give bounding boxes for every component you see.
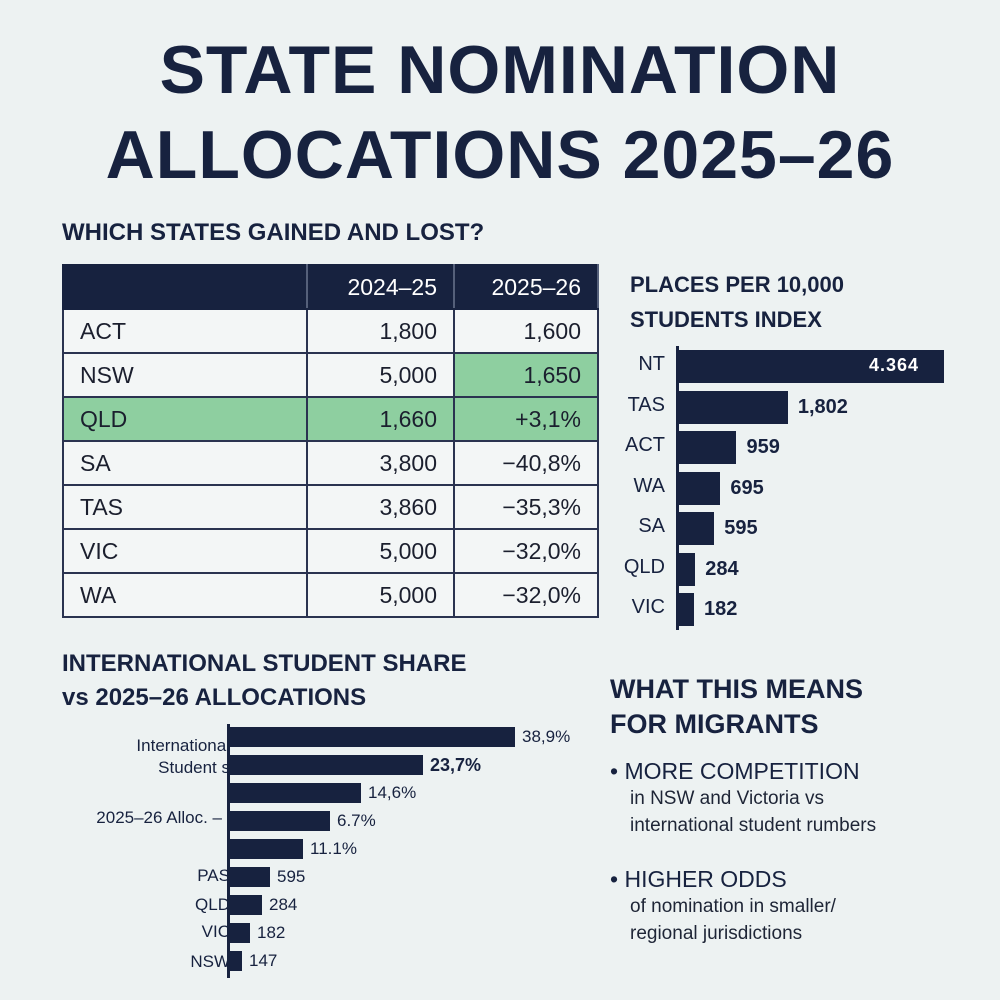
table-cell-y2024: 3,800	[306, 440, 455, 486]
index-chart-axis	[676, 346, 679, 630]
table-row: NSW 5,000 1,650	[62, 352, 599, 398]
index-chart-title-1: PLACES PER 10,000	[630, 272, 844, 297]
migrant-point-2: • HIGHER ODDS of nomination in smaller/r…	[610, 866, 836, 947]
index-bar	[678, 512, 715, 545]
share-data-label: 23,7%	[430, 755, 482, 775]
migrants-heading: WHAT THIS MEANS FOR MIGRANTS	[610, 672, 863, 742]
index-category-label: WA	[633, 474, 665, 497]
table-cell-y2024: 5,000	[306, 528, 455, 574]
table-cell-y2024: 1,800	[306, 308, 455, 354]
table-cell-state: TAS	[62, 484, 308, 530]
index-chart-title-2: STUDENTS INDEX	[630, 307, 822, 332]
table-cell-y2024: 1,660	[306, 396, 455, 442]
table-row: WA 5,000 −32,0%	[62, 572, 599, 618]
column-header-2025-26: 2025–26	[453, 264, 599, 310]
share-data-label: 11.1%	[310, 839, 357, 858]
share-axis-label: QLD	[195, 895, 230, 914]
share-bar	[230, 867, 270, 887]
table-cell-state: WA	[62, 572, 308, 618]
share-axis-label: Student s	[158, 758, 230, 777]
index-category-label: QLD	[623, 555, 665, 578]
share-chart-axis	[227, 724, 230, 978]
table-cell-y2025: −40,8%	[453, 440, 599, 486]
share-bar	[230, 951, 242, 971]
page-title-line-1: STATE NOMINATION	[159, 32, 841, 108]
migrants-heading-line-1: WHAT THIS MEANS	[610, 674, 863, 704]
migrant-point-1: • MORE COMPETITION in NSW and Victoria v…	[610, 758, 876, 839]
share-bar	[230, 839, 303, 859]
table-cell-state: VIC	[62, 528, 308, 574]
share-bar	[230, 923, 250, 943]
table-cell-state: NSW	[62, 352, 308, 398]
table-row: TAS 3,860 −35,3%	[62, 484, 599, 530]
column-header-state	[62, 264, 308, 310]
allocations-table: 2024–25 2025–26 ACT 1,800 1,600 NSW 5,000 1,6…	[62, 264, 599, 618]
share-chart-title-2: vs 2025–26 ALLOCATIONS	[62, 684, 367, 711]
share-data-label: 147	[249, 951, 278, 970]
table-cell-y2025: −32,0%	[453, 528, 599, 574]
table-row: SA 3,800 −40,8%	[62, 440, 599, 486]
index-category-label: NT	[638, 353, 665, 375]
share-bar	[230, 783, 361, 803]
index-bar	[678, 350, 944, 383]
share-axis-label: 2025–26 Alloc. –	[96, 808, 222, 827]
table-cell-y2024: 3,860	[306, 484, 455, 530]
page-title-line-2: ALLOCATIONS 2025–26	[105, 117, 895, 193]
index-data-label: 959	[746, 436, 780, 458]
migrant-point-text: of nomination in smaller/regional jurisd…	[630, 896, 836, 944]
share-data-label: 38,9%	[522, 727, 571, 746]
index-category-label: TAS	[627, 393, 665, 416]
share-data-label: 14,6%	[368, 783, 417, 802]
index-category-label: VIC	[631, 596, 665, 618]
share-axis-label: International	[136, 736, 230, 755]
migrant-point-title: • MORE COMPETITION	[610, 758, 860, 784]
share-data-label: 595	[277, 867, 306, 886]
migrant-point-title: • HIGHER ODDS	[610, 866, 787, 892]
table-heading: WHICH STATES GAINED AND LOST?	[62, 219, 485, 246]
share-data-label: 284	[269, 895, 298, 914]
index-category-label: SA	[638, 515, 665, 537]
share-data-label: 182	[257, 923, 286, 942]
share-axis-label: NSW	[190, 952, 230, 971]
share-axis-label: VIC	[201, 922, 230, 941]
table-row: QLD 1,660 +3,1%	[62, 396, 599, 442]
index-data-label: 1,802	[797, 395, 848, 418]
index-bar	[678, 431, 737, 464]
index-bar	[678, 471, 721, 505]
index-bar	[678, 593, 694, 626]
index-category-label: ACT	[625, 434, 665, 456]
migrants-heading-line-2: FOR MIGRANTS	[610, 709, 819, 739]
share-chart-title-1: INTERNATIONAL STUDENT SHARE	[62, 650, 467, 677]
share-bar	[230, 811, 330, 831]
index-bar	[678, 552, 696, 586]
table-cell-y2025: 1,600	[453, 308, 599, 354]
migrant-point-text: in NSW and Victoria vs international stud…	[630, 788, 877, 836]
share-data-label: 6.7%	[337, 811, 376, 830]
table-row: ACT 1,800 1,600	[62, 308, 599, 354]
table-cell-y2025: 1,650	[453, 352, 599, 398]
table-cell-y2024: 5,000	[306, 572, 455, 618]
index-data-label: 4.364	[869, 355, 920, 375]
index-data-label: 182	[704, 598, 738, 620]
table-header-row: 2024–25 2025–26	[62, 264, 599, 310]
table-cell-state: QLD	[62, 396, 308, 442]
table-cell-state: ACT	[62, 308, 308, 354]
table-cell-y2024: 5,000	[306, 352, 455, 398]
index-data-label: 695	[730, 476, 764, 499]
share-bar	[230, 727, 515, 747]
table-cell-y2025: −32,0%	[453, 572, 599, 618]
table-cell-y2025: +3,1%	[453, 396, 599, 442]
share-axis-label: PAS	[197, 866, 230, 885]
table-cell-state: SA	[62, 440, 308, 486]
table-cell-y2025: −35,3%	[453, 484, 599, 530]
column-header-2024-25: 2024–25	[306, 264, 455, 310]
table-row: VIC 5,000 −32,0%	[62, 528, 599, 574]
index-bar	[678, 390, 788, 424]
index-data-label: 284	[705, 557, 739, 580]
share-bar	[230, 755, 423, 775]
share-bar	[230, 895, 262, 915]
index-data-label: 595	[724, 517, 758, 539]
